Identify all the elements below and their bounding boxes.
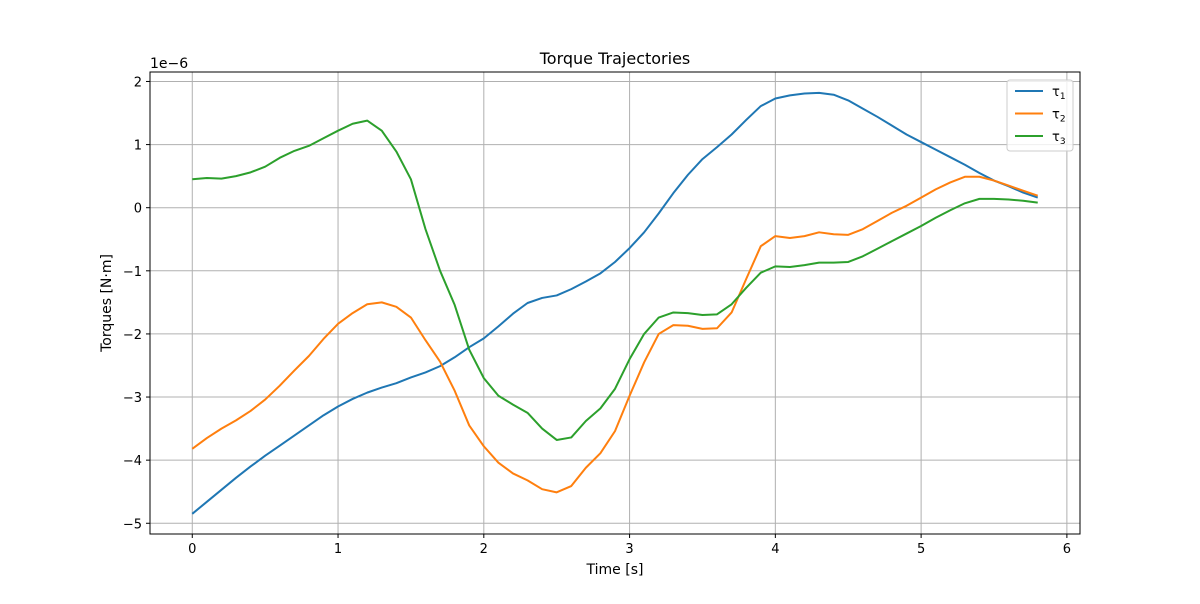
y-tick-label: −3 bbox=[123, 391, 142, 406]
legend: τ1 τ2 τ3 bbox=[1006, 79, 1074, 152]
series-line-tau1 bbox=[191, 91, 1039, 515]
x-tick-label: 6 bbox=[1063, 542, 1071, 557]
series-line-tau2 bbox=[191, 175, 1039, 494]
grid bbox=[150, 72, 1080, 534]
y-tick-label: −5 bbox=[123, 517, 142, 532]
legend-label-tau1: τ1 bbox=[1052, 85, 1066, 102]
y-offset-label: 1e−6 bbox=[150, 56, 188, 72]
axis-ticks: 0 1 2 3 4 5 6 −5 −4 −3 −2 −1 0 1 2 bbox=[123, 75, 1071, 557]
legend-label-tau3: τ3 bbox=[1052, 130, 1066, 147]
y-tick-label: 1 bbox=[134, 139, 142, 154]
x-tick-label: 4 bbox=[771, 542, 779, 557]
plot-area bbox=[150, 72, 1080, 534]
y-tick-label: 0 bbox=[134, 202, 142, 217]
chart-title: Torque Trajectories bbox=[539, 49, 691, 68]
x-tick-label: 1 bbox=[334, 542, 342, 557]
series-line-tau3 bbox=[192, 119, 1038, 441]
x-axis-label: Time [s] bbox=[586, 562, 644, 578]
legend-box bbox=[1006, 79, 1074, 152]
y-tick-label: −2 bbox=[123, 328, 142, 343]
y-axis-label: Torques [N·m] bbox=[99, 254, 115, 353]
x-tick-label: 2 bbox=[480, 542, 488, 557]
x-tick-label: 0 bbox=[188, 542, 196, 557]
series-lines bbox=[191, 91, 1039, 515]
y-tick-label: −4 bbox=[123, 454, 142, 469]
plot-frame bbox=[149, 71, 1081, 535]
y-tick-label: 2 bbox=[134, 75, 142, 90]
x-tick-label: 3 bbox=[625, 542, 633, 557]
y-tick-label: −1 bbox=[123, 265, 142, 280]
x-tick-label: 5 bbox=[917, 542, 925, 557]
legend-label-tau2: τ2 bbox=[1052, 108, 1066, 125]
